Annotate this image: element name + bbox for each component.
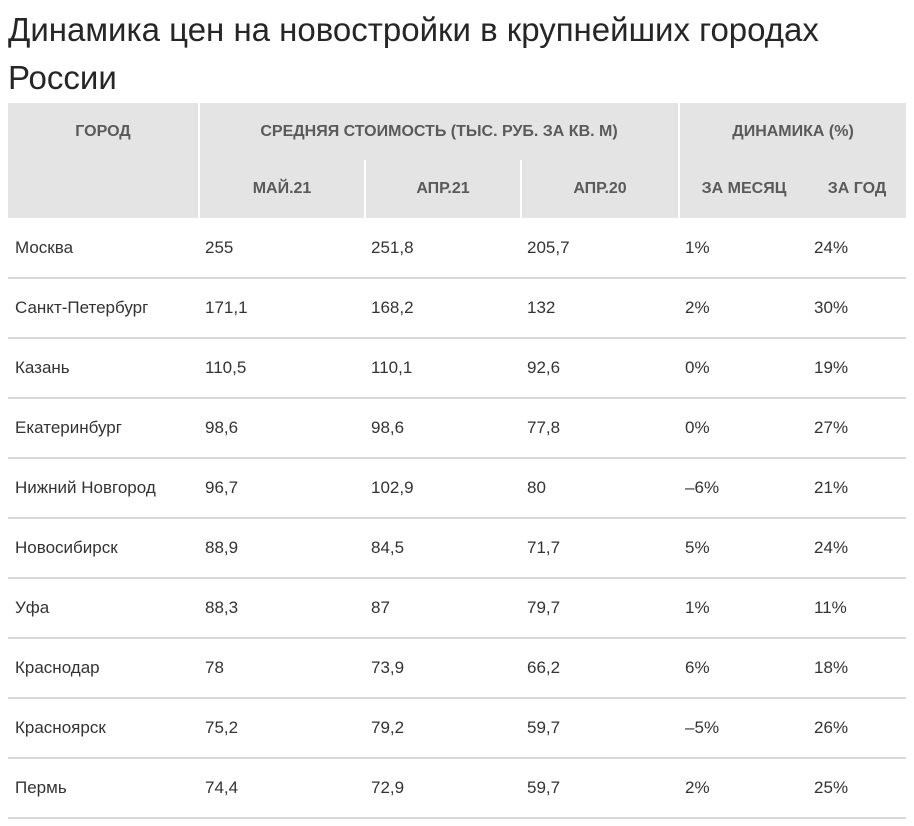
cell-year: 24%	[808, 518, 907, 579]
cell-may21: 88,9	[199, 518, 365, 579]
cell-apr21: 98,6	[365, 398, 521, 459]
header-may21: МАЙ.21	[199, 160, 366, 218]
header-dynamics: ДИНАМИКА (%)	[679, 103, 907, 160]
cell-city: Новосибирск	[8, 518, 199, 579]
cell-year: 18%	[808, 638, 907, 699]
cell-apr20: 77,8	[521, 398, 680, 459]
cell-apr21: 72,9	[365, 758, 521, 819]
header-row-top: ГОРОД СРЕДНЯЯ СТОИМОСТЬ (ТЫС. РУБ. ЗА КВ…	[8, 103, 907, 218]
table-header: ГОРОД СРЕДНЯЯ СТОИМОСТЬ (ТЫС. РУБ. ЗА КВ…	[8, 103, 907, 218]
cell-year: 21%	[808, 458, 907, 519]
cell-may21: 96,7	[199, 458, 365, 519]
cell-apr20: 80	[521, 458, 680, 519]
cell-may21: 74,4	[199, 758, 365, 819]
cell-month: 6%	[679, 638, 809, 699]
cell-apr20: 71,7	[521, 518, 680, 579]
cell-city: Екатеринбург	[8, 398, 199, 459]
cell-apr20: 132	[521, 278, 680, 339]
cell-may21: 171,1	[199, 278, 365, 339]
cell-month: 1%	[679, 578, 809, 639]
cell-year: 25%	[808, 758, 907, 819]
cell-month: –5%	[679, 698, 809, 759]
header-city: ГОРОД	[8, 103, 200, 218]
cell-city: Красноярск	[8, 698, 199, 759]
cell-month: –6%	[679, 458, 809, 519]
cell-month: 2%	[679, 278, 809, 339]
header-year: ЗА ГОД	[808, 160, 907, 218]
table-row: Новосибирск 88,9 84,5 71,7 5% 24%	[8, 518, 907, 579]
cell-may21: 75,2	[199, 698, 365, 759]
cell-apr21: 168,2	[365, 278, 521, 339]
price-table: ГОРОД СРЕДНЯЯ СТОИМОСТЬ (ТЫС. РУБ. ЗА КВ…	[8, 103, 907, 819]
header-apr21: АПР.21	[365, 160, 522, 218]
table-body: Москва 255 251,8 205,7 1% 24% Санкт-Петербург 1…	[8, 218, 907, 819]
cell-apr21: 102,9	[365, 458, 521, 519]
cell-apr20: 59,7	[521, 698, 680, 759]
cell-year: 26%	[808, 698, 907, 759]
cell-may21: 110,5	[199, 338, 365, 399]
cell-apr20: 59,7	[521, 758, 680, 819]
cell-month: 0%	[679, 338, 809, 399]
header-month: ЗА МЕСЯЦ	[679, 160, 809, 218]
cell-apr20: 79,7	[521, 578, 680, 639]
table-row: Пермь 74,4 72,9 59,7 2% 25%	[8, 758, 907, 819]
cell-city: Пермь	[8, 758, 199, 819]
cell-apr21: 251,8	[365, 218, 521, 279]
cell-apr20: 92,6	[521, 338, 680, 399]
cell-apr21: 110,1	[365, 338, 521, 399]
table-row: Красноярск 75,2 79,2 59,7 –5% 26%	[8, 698, 907, 759]
cell-apr21: 73,9	[365, 638, 521, 699]
cell-may21: 78	[199, 638, 365, 699]
cell-may21: 88,3	[199, 578, 365, 639]
table-row: Казань 110,5 110,1 92,6 0% 19%	[8, 338, 907, 399]
cell-apr21: 84,5	[365, 518, 521, 579]
cell-city: Казань	[8, 338, 199, 399]
cell-apr20: 66,2	[521, 638, 680, 699]
cell-year: 19%	[808, 338, 907, 399]
cell-year: 30%	[808, 278, 907, 339]
cell-month: 5%	[679, 518, 809, 579]
cell-year: 27%	[808, 398, 907, 459]
table-row: Краснодар 78 73,9 66,2 6% 18%	[8, 638, 907, 699]
cell-city: Уфа	[8, 578, 199, 639]
cell-city: Москва	[8, 218, 199, 279]
cell-city: Нижний Новгород	[8, 458, 199, 519]
cell-month: 0%	[679, 398, 809, 459]
cell-year: 24%	[808, 218, 907, 279]
header-row-sub: МАЙ.21 АПР.21 АПР.20 ЗА МЕСЯЦ ЗА ГОД	[8, 160, 907, 218]
cell-apr20: 205,7	[521, 218, 680, 279]
cell-apr21: 79,2	[365, 698, 521, 759]
table-row: Москва 255 251,8 205,7 1% 24%	[8, 218, 907, 279]
header-avg-price: СРЕДНЯЯ СТОИМОСТЬ (ТЫС. РУБ. ЗА КВ. М)	[199, 103, 681, 160]
cell-city: Санкт-Петербург	[8, 278, 199, 339]
table-row: Санкт-Петербург 171,1 168,2 132 2% 30%	[8, 278, 907, 339]
cell-city: Краснодар	[8, 638, 199, 699]
page-title: Динамика цен на новостройки в крупнейших…	[8, 11, 819, 96]
cell-year: 11%	[808, 578, 907, 639]
cell-month: 1%	[679, 218, 809, 279]
table-row: Уфа 88,3 87 79,7 1% 11%	[8, 578, 907, 639]
cell-may21: 98,6	[199, 398, 365, 459]
table-row: Екатеринбург 98,6 98,6 77,8 0% 27%	[8, 398, 907, 459]
cell-apr21: 87	[365, 578, 521, 639]
cell-month: 2%	[679, 758, 809, 819]
cell-may21: 255	[199, 218, 365, 279]
table-row: Нижний Новгород 96,7 102,9 80 –6% 21%	[8, 458, 907, 519]
header-apr20: АПР.20	[521, 160, 681, 218]
